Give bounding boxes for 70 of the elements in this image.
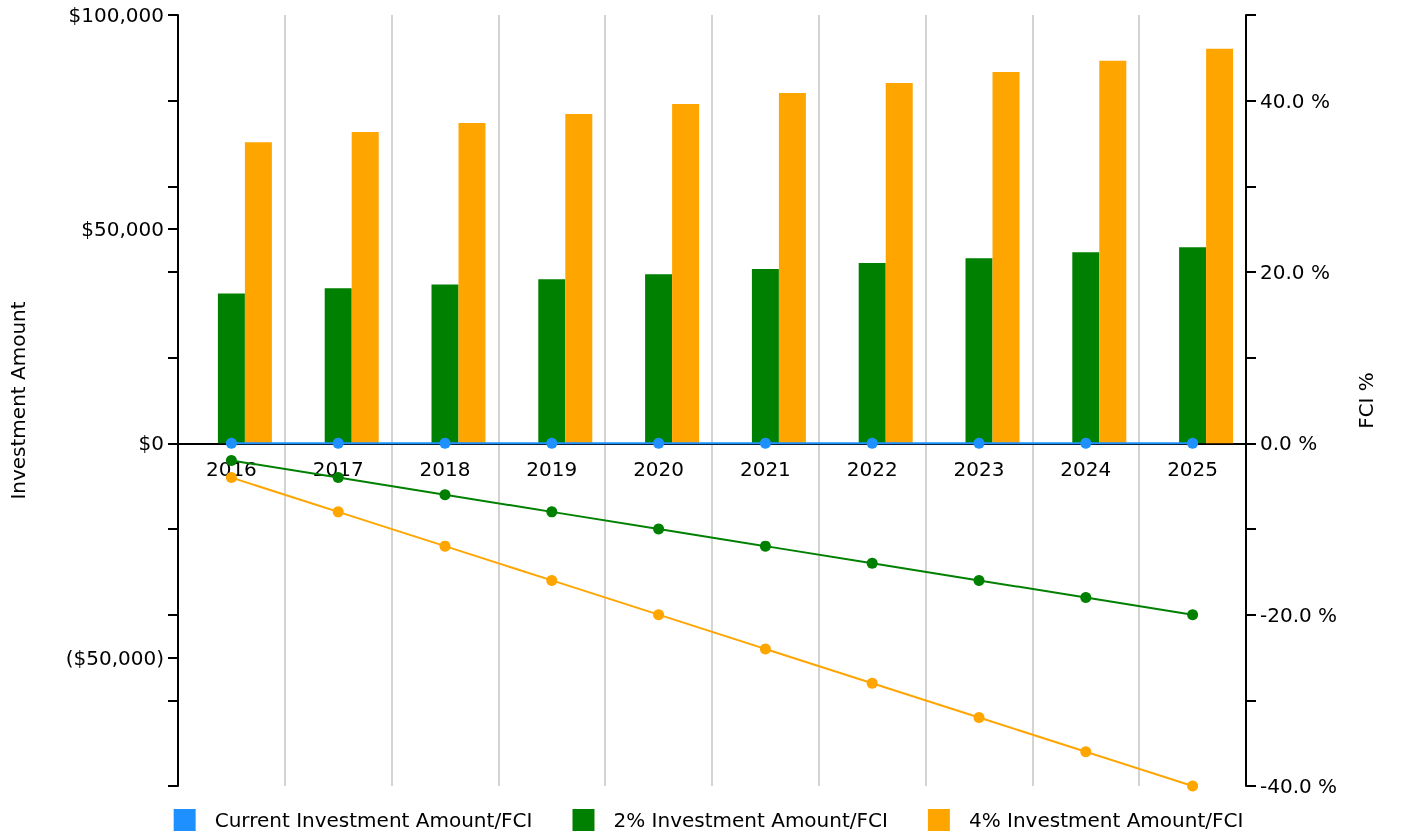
bar: [885, 83, 913, 444]
legend-label: 4% Investment Amount/FCI: [968, 808, 1244, 832]
y-tick-label: $0: [138, 431, 164, 456]
x-tick-label: 2019: [526, 457, 578, 482]
point: [1187, 609, 1199, 621]
point: [225, 437, 237, 449]
x-tick-label: 2020: [633, 457, 685, 482]
point: [759, 643, 771, 655]
bar: [351, 131, 379, 444]
legend-label: 2% Investment Amount/FCI: [613, 808, 888, 832]
bar: [858, 263, 886, 444]
bar: [1179, 247, 1207, 444]
point: [653, 609, 665, 621]
y2-tick-label: 0.0 %: [1260, 431, 1318, 456]
bar: [992, 71, 1020, 444]
y2-tick-label: -20.0 %: [1260, 602, 1338, 627]
point: [866, 677, 878, 689]
point: [653, 523, 665, 535]
point: [973, 437, 985, 449]
y2-axis-title: FCI %: [1354, 372, 1378, 429]
y-tick-label: $100,000: [68, 3, 164, 27]
point: [1187, 780, 1199, 792]
point: [866, 557, 878, 569]
point: [973, 711, 985, 723]
y-axis-title: Investment Amount: [6, 301, 30, 500]
y-tick-label: ($50,000): [65, 645, 164, 670]
x-tick-label: 2017: [312, 457, 364, 482]
point: [439, 540, 451, 552]
x-tick-label: 2022: [846, 457, 898, 482]
point: [546, 437, 558, 449]
point: [973, 574, 985, 586]
bar: [1206, 48, 1234, 444]
point: [439, 489, 451, 501]
point: [332, 437, 344, 449]
point: [1080, 437, 1092, 449]
bar: [751, 269, 779, 444]
y2-tick-label: -40.0 %: [1260, 774, 1338, 798]
bar: [244, 142, 272, 444]
point: [1187, 437, 1199, 449]
x-tick-label: 2025: [1167, 457, 1219, 482]
point: [546, 574, 558, 586]
bar: [1099, 60, 1127, 444]
bar: [1072, 252, 1100, 444]
x-tick-label: 2023: [953, 457, 1005, 482]
bar: [217, 293, 245, 444]
bar: [458, 122, 486, 444]
point: [653, 437, 665, 449]
point: [1080, 592, 1092, 604]
point: [759, 540, 771, 552]
point: [546, 506, 558, 518]
y2-tick-label: 40.0 %: [1260, 88, 1330, 113]
x-tick-label: 2018: [419, 457, 471, 482]
x-tick-label: 2021: [739, 457, 791, 482]
y-tick-label: $50,000: [81, 217, 164, 242]
bar: [324, 288, 352, 444]
x-tick-label: 2024: [1060, 457, 1112, 482]
bar: [672, 104, 700, 444]
point: [332, 506, 344, 518]
bar: [965, 258, 993, 444]
point: [439, 437, 451, 449]
bar: [778, 92, 806, 444]
point: [759, 437, 771, 449]
bar: [565, 113, 593, 444]
bar: [538, 279, 566, 444]
y2-tick-label: 20.0 %: [1260, 260, 1330, 284]
bar: [431, 284, 459, 444]
point: [1080, 746, 1092, 758]
legend-label: Current Investment Amount/FCI: [214, 808, 533, 832]
point: [866, 437, 878, 449]
bar: [645, 274, 673, 444]
